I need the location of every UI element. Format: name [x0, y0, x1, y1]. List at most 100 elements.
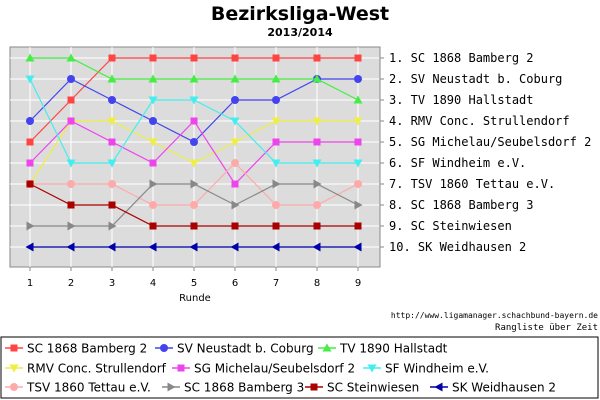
data-point: [67, 201, 75, 209]
series-tsv-1860-tettau-e-v-: [26, 159, 362, 209]
rank-label: 1. SC 1868 Bamberg 2: [389, 51, 534, 65]
data-point: [66, 159, 76, 168]
data-point: [312, 242, 321, 252]
legend-marker: [10, 383, 18, 391]
plot-area: [9, 46, 381, 268]
data-point: [67, 75, 75, 83]
data-point: [230, 74, 240, 83]
rank-label: 9. SC Steinwiesen: [389, 219, 512, 233]
data-point: [190, 201, 198, 209]
x-tick-labels: 1 2 3 4 5 6 7 8 9: [27, 278, 361, 289]
data-point: [149, 159, 157, 167]
legend-label: TV 1890 Hallstadt: [339, 342, 448, 356]
data-point: [190, 138, 198, 146]
data-point: [230, 138, 240, 147]
legend-item: SC 1868 Bamberg 2: [5, 342, 147, 356]
data-point: [26, 159, 34, 167]
series-tv-1890-hallstadt: [25, 53, 363, 104]
legend-item: TSV 1860 Tettau e.V.: [5, 381, 151, 395]
data-point: [354, 54, 362, 62]
legend-label: SV Neustadt b. Coburg: [177, 342, 314, 356]
data-point: [107, 159, 117, 168]
data-point: [108, 54, 116, 62]
data-point: [312, 159, 322, 168]
data-point: [231, 180, 239, 188]
data-point: [312, 117, 322, 126]
data-point: [354, 200, 363, 210]
series-sc-steinwiesen: [26, 180, 362, 230]
data-point: [353, 117, 363, 126]
x-tick-label: 3: [109, 278, 115, 289]
x-tick-label: 9: [355, 278, 361, 289]
data-point: [231, 222, 239, 230]
data-point: [272, 96, 280, 104]
legend-marker: [177, 364, 185, 372]
data-point: [107, 74, 117, 83]
data-point: [189, 96, 199, 105]
data-point: [354, 138, 362, 146]
data-point: [190, 54, 198, 62]
data-point: [67, 96, 75, 104]
data-point: [189, 159, 199, 168]
data-point: [313, 179, 322, 189]
series-sf-windheim-e-v-: [25, 75, 363, 168]
legend-item: TV 1890 Hallstadt: [318, 342, 448, 356]
series-sg-michelau-seubelsdorf-2: [26, 117, 362, 188]
data-point: [271, 117, 281, 126]
x-tick-label: 8: [314, 278, 320, 289]
data-point: [231, 159, 239, 167]
data-point: [313, 201, 321, 209]
data-point: [108, 180, 116, 188]
data-point: [66, 242, 75, 252]
data-point: [272, 201, 280, 209]
data-point: [66, 53, 76, 62]
data-point: [189, 242, 198, 252]
data-point: [190, 179, 199, 189]
legend-item: SC Steinwiesen: [305, 381, 419, 395]
legend-label: SF Windheim e.V.: [385, 362, 489, 376]
data-point: [108, 96, 116, 104]
x-tick-label: 6: [232, 278, 238, 289]
legend-marker: [160, 344, 168, 352]
legend-label: TSV 1860 Tettau e.V.: [26, 381, 151, 395]
data-point: [148, 96, 158, 105]
data-point: [272, 222, 280, 230]
data-point: [148, 74, 158, 83]
series-layer: [25, 53, 363, 252]
x-tick-label: 2: [68, 278, 74, 289]
data-point: [353, 242, 362, 252]
data-point: [313, 138, 321, 146]
legend-item: RMV Conc. Strullendorf: [5, 362, 167, 376]
data-point: [67, 221, 76, 231]
x-tick-label: 1: [27, 278, 33, 289]
data-point: [271, 74, 281, 83]
legend: SC 1868 Bamberg 2 SV Neustadt b. Coburg TV…: [5, 342, 556, 395]
data-point: [108, 201, 116, 209]
legend-marker: [322, 343, 332, 352]
data-point: [149, 179, 158, 189]
data-point: [271, 242, 280, 252]
data-point: [231, 54, 239, 62]
legend-box: [0, 336, 599, 399]
series-sc-1868-bamberg-3: [26, 179, 363, 231]
data-point: [272, 179, 281, 189]
x-axis-label: Runde: [179, 293, 211, 304]
legend-label: SC 1868 Bamberg 2: [27, 342, 147, 356]
data-point: [190, 222, 198, 230]
legend-label: SK Weidhausen 2: [452, 381, 556, 395]
data-point: [149, 222, 157, 230]
data-point: [108, 138, 116, 146]
data-point: [67, 117, 75, 125]
data-point: [353, 95, 363, 104]
data-point: [149, 117, 157, 125]
legend-item: SF Windheim e.V.: [363, 362, 489, 376]
data-point: [149, 201, 157, 209]
data-point: [25, 242, 34, 252]
data-point: [26, 117, 34, 125]
data-point: [231, 200, 240, 210]
data-point: [67, 180, 75, 188]
data-point: [26, 138, 34, 146]
rank-label: 10. SK Weidhausen 2: [389, 240, 526, 254]
data-point: [230, 242, 239, 252]
rank-label: 2. SV Neustadt b. Coburg: [389, 72, 562, 86]
